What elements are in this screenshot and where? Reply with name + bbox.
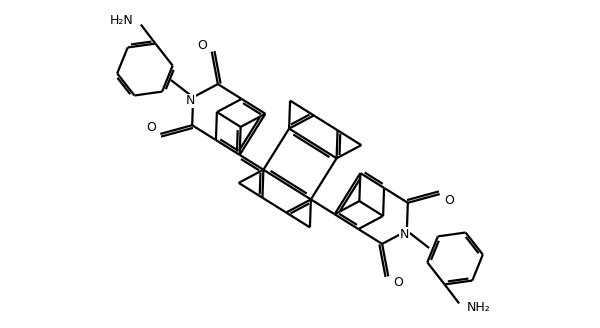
Text: NH₂: NH₂ <box>466 301 490 314</box>
Text: N: N <box>400 228 409 241</box>
Text: O: O <box>444 194 454 207</box>
Text: N: N <box>186 94 196 107</box>
Text: H₂N: H₂N <box>110 14 134 27</box>
Text: O: O <box>197 39 207 52</box>
Text: O: O <box>393 276 403 289</box>
Text: O: O <box>146 121 156 134</box>
